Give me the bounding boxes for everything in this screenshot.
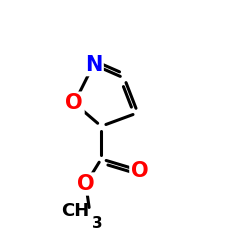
Text: N: N [85, 55, 102, 75]
Text: O: O [77, 174, 94, 194]
Text: O: O [66, 93, 83, 113]
Text: CH: CH [62, 202, 90, 220]
Text: 3: 3 [92, 216, 102, 231]
Text: O: O [131, 160, 148, 180]
